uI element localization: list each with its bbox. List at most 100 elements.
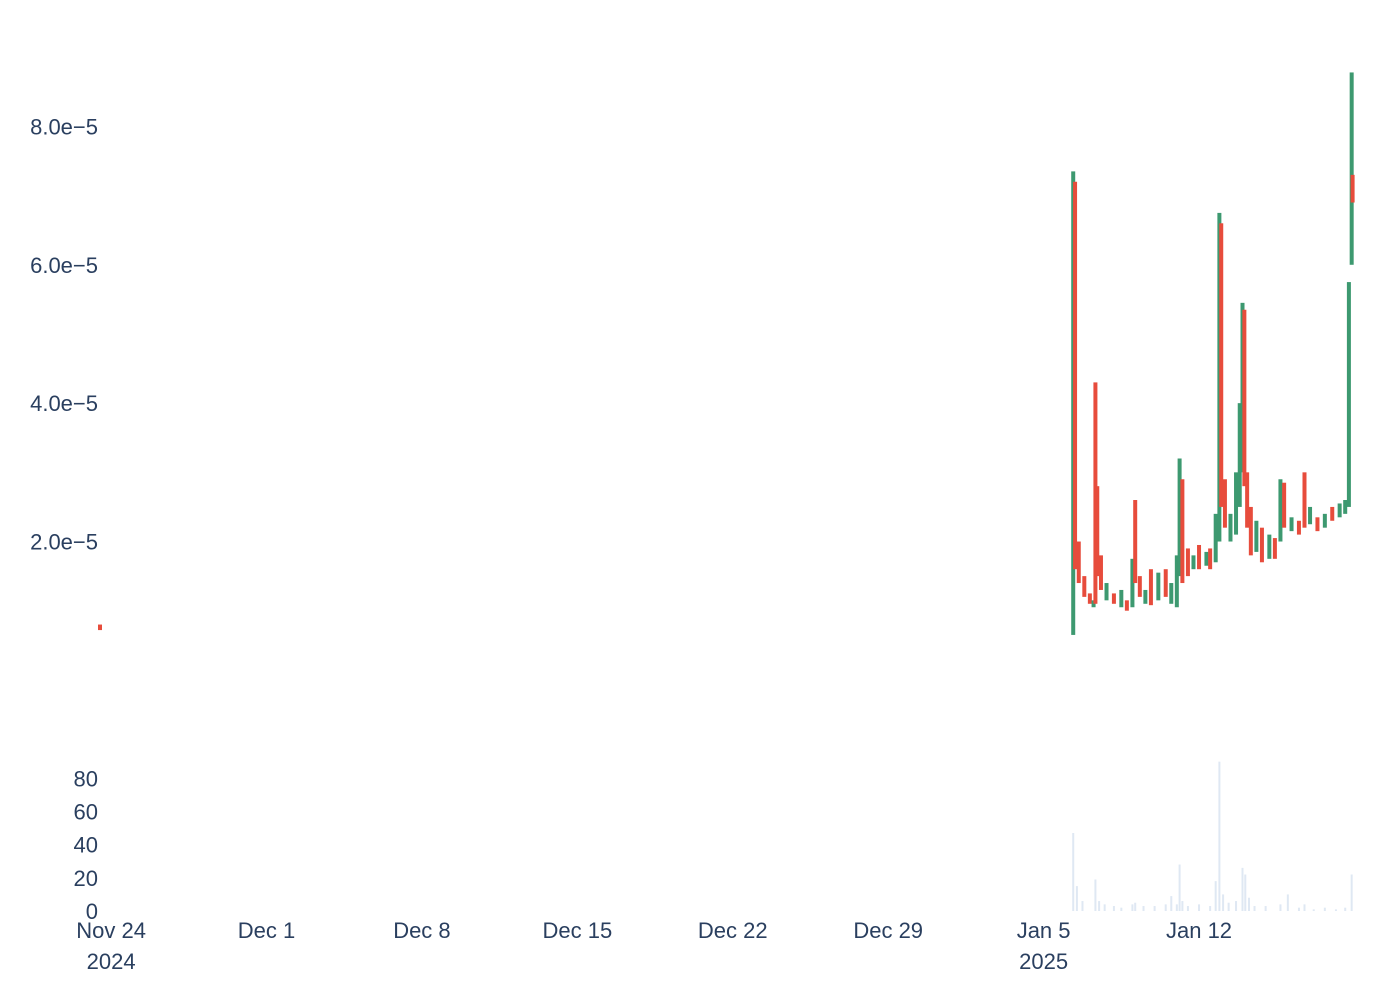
volume-bar	[1222, 894, 1225, 911]
price-candle	[1234, 472, 1239, 535]
volume-bar	[1112, 906, 1115, 911]
price-candle	[1104, 583, 1109, 601]
price-candle	[1308, 506, 1313, 525]
volume-bar	[1344, 907, 1347, 911]
volume-bar	[1227, 902, 1230, 911]
volume-bar	[1209, 906, 1212, 911]
volume-tick-label: 80	[74, 766, 98, 791]
price-candle	[1322, 513, 1327, 528]
price-candle	[1282, 482, 1287, 528]
price-candle	[1119, 589, 1124, 608]
price-candle	[1213, 513, 1218, 563]
time-tick-label: Dec 1	[238, 918, 295, 943]
volume-bar	[1286, 894, 1289, 911]
price-candle	[1330, 506, 1335, 521]
volume-bar	[1235, 901, 1238, 911]
price-tick-label: 6.0e−5	[30, 253, 98, 278]
price-candle	[1130, 558, 1135, 608]
price-candle	[1208, 548, 1213, 570]
volume-tick-label: 60	[74, 799, 98, 824]
price-candle	[1133, 500, 1138, 584]
volume-bar	[1164, 904, 1167, 911]
price-candle	[1289, 517, 1294, 532]
price-plot	[98, 72, 1355, 635]
price-candle	[1191, 555, 1196, 570]
price-tick-label: 4.0e−5	[30, 391, 98, 416]
volume-bar	[1264, 906, 1267, 911]
price-candle	[1278, 479, 1283, 542]
volume-bar	[1134, 902, 1137, 911]
volume-bar	[1241, 867, 1244, 911]
volume-bar	[1178, 864, 1181, 911]
price-candle	[98, 624, 102, 631]
volume-bar	[1198, 904, 1201, 911]
time-tick-label: Jan 5	[1017, 918, 1071, 943]
price-candle	[1272, 538, 1277, 559]
volume-bar	[1153, 906, 1156, 911]
volume-bar	[1120, 907, 1123, 911]
price-candle	[1095, 486, 1100, 577]
price-candle	[1248, 506, 1253, 556]
volume-tick-label: 0	[86, 899, 98, 924]
time-tick-label: Jan 12	[1166, 918, 1232, 943]
price-candle	[1350, 174, 1355, 203]
price-candle	[1185, 548, 1190, 577]
price-candle	[1219, 223, 1224, 507]
price-candle	[1111, 593, 1116, 604]
volume-axis-ticks: 0 20 40 60 80	[74, 766, 98, 924]
volume-bar	[1094, 879, 1097, 911]
price-candle	[1259, 527, 1264, 563]
volume-bar	[1350, 874, 1353, 911]
volume-bar	[1303, 904, 1306, 911]
price-candle	[1174, 555, 1179, 608]
volume-bar	[1312, 909, 1315, 911]
price-candle	[1315, 517, 1320, 532]
price-candle	[1242, 309, 1247, 487]
time-tick-label: Nov 24	[76, 918, 146, 943]
time-tick-label: Dec 22	[698, 918, 768, 943]
price-candle	[1222, 479, 1227, 528]
price-candle	[1124, 600, 1129, 611]
price-candle	[1228, 513, 1233, 542]
volume-bar	[1253, 906, 1256, 911]
price-candle	[1254, 520, 1259, 552]
volume-bar	[1214, 881, 1217, 911]
price-candle	[1245, 472, 1250, 528]
volume-bar	[1297, 907, 1300, 911]
volume-bar	[1075, 886, 1078, 911]
volume-bar	[1186, 906, 1189, 911]
price-candle	[1337, 503, 1342, 518]
price-candle	[1296, 520, 1301, 535]
volume-bar	[1103, 904, 1106, 911]
price-candle	[1346, 282, 1351, 507]
volume-bar	[1244, 874, 1247, 911]
price-candle	[1349, 72, 1354, 265]
price-candle	[1087, 593, 1092, 604]
price-axis-ticks: 2.0e−5 4.0e−5 6.0e−5 8.0e−5	[30, 114, 98, 554]
price-candle	[1180, 479, 1185, 584]
price-candle	[1137, 576, 1142, 597]
volume-tick-label: 40	[74, 833, 98, 858]
volume-bar	[1170, 896, 1173, 911]
volume-tick-label: 20	[74, 866, 98, 891]
volume-bar	[1131, 904, 1134, 911]
volume-bar	[1072, 833, 1075, 911]
price-candle	[1098, 555, 1103, 590]
time-tick-label: Dec 8	[393, 918, 450, 943]
price-candle	[1163, 569, 1168, 597]
price-candle	[1343, 500, 1348, 514]
price-candle	[1237, 403, 1242, 507]
volume-bar	[1218, 761, 1221, 911]
volume-bar	[1081, 901, 1084, 911]
price-candle	[1204, 551, 1209, 566]
volume-bar	[1279, 904, 1282, 911]
volume-plot	[1072, 761, 1353, 911]
price-candle	[1082, 576, 1087, 597]
volume-bar	[1098, 901, 1101, 911]
price-candle	[1169, 583, 1174, 604]
price-candle	[1302, 472, 1307, 528]
price-candle	[1076, 541, 1081, 584]
price-candle	[1197, 544, 1202, 570]
volume-bar	[1334, 909, 1337, 911]
volume-bar	[1247, 897, 1250, 911]
